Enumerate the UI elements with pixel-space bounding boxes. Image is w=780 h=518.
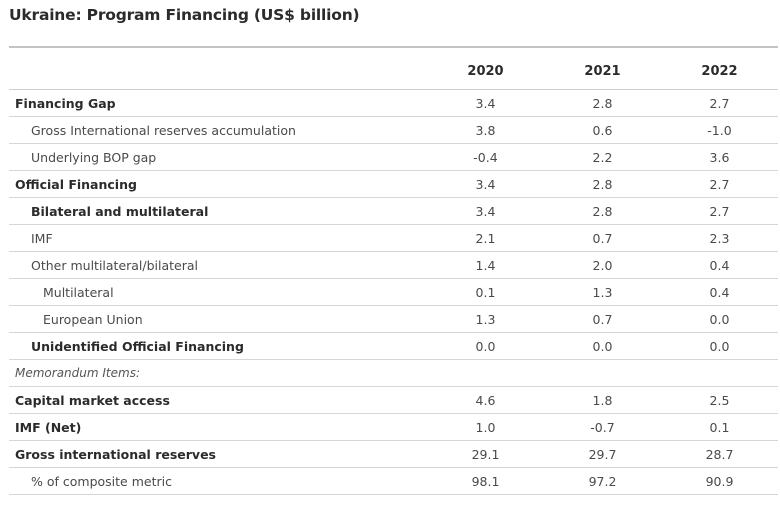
table-row: Gross international reserves 29.1 29.7 2…	[9, 441, 778, 468]
table-row: Multilateral 0.1 1.3 0.4	[9, 279, 778, 306]
table-row: European Union 1.3 0.7 0.0	[9, 306, 778, 333]
financing-table: 2020 2021 2022 Financing Gap 3.4 2.8 2.7…	[9, 46, 778, 495]
table-row: Unidentified Official Financing 0.0 0.0 …	[9, 333, 778, 360]
value-2022: 2.5	[709, 392, 730, 408]
value-2020: 98.1	[471, 473, 500, 489]
value-2022: 2.7	[709, 95, 730, 111]
row-label: Multilateral	[43, 284, 114, 300]
header-year-2022: 2022	[701, 64, 738, 79]
value-2021: 1.3	[592, 284, 613, 300]
value-2020: 0.1	[475, 284, 496, 300]
row-label: Other multilateral/bilateral	[31, 257, 199, 273]
value-2021: 2.2	[592, 149, 613, 165]
table-row: IMF 2.1 0.7 2.3	[9, 225, 778, 252]
value-2020: 1.0	[475, 419, 496, 435]
row-label: Memorandum Items:	[15, 366, 140, 380]
table-row: Bilateral and multilateral 3.4 2.8 2.7	[9, 198, 778, 225]
table-row: Official Financing 3.4 2.8 2.7	[9, 171, 778, 198]
value-2021: 29.7	[588, 446, 617, 462]
value-2021: 2.8	[592, 176, 613, 192]
value-2020: 4.6	[475, 392, 496, 408]
value-2021: 0.7	[592, 230, 613, 246]
row-label: Capital market access	[15, 392, 170, 408]
row-label: Financing Gap	[15, 95, 116, 111]
value-2021: 0.6	[592, 122, 613, 138]
value-2021: 1.8	[592, 392, 613, 408]
value-2022: 0.0	[709, 311, 730, 327]
row-label: Gross international reserves	[15, 446, 216, 462]
table-row: Capital market access 4.6 1.8 2.5	[9, 387, 778, 414]
value-2022: 2.7	[709, 176, 730, 192]
header-year-2021: 2021	[584, 64, 621, 79]
value-2021: -0.7	[590, 419, 615, 435]
table-row: Other multilateral/bilateral 1.4 2.0 0.4	[9, 252, 778, 279]
row-label: European Union	[43, 311, 143, 327]
value-2021: 0.0	[592, 338, 613, 354]
row-label: Bilateral and multilateral	[31, 203, 209, 219]
value-2020: 2.1	[475, 230, 496, 246]
table-row: IMF (Net) 1.0 -0.7 0.1	[9, 414, 778, 441]
value-2022: 0.4	[709, 284, 730, 300]
value-2022: 0.0	[709, 338, 730, 354]
value-2022: 0.1	[709, 419, 730, 435]
table-row: Underlying BOP gap -0.4 2.2 3.6	[9, 144, 778, 171]
value-2021: 97.2	[588, 473, 617, 489]
table-row-memorandum: Memorandum Items:	[9, 360, 778, 387]
row-label: Official Financing	[15, 176, 137, 192]
value-2021: 2.0	[592, 257, 613, 273]
value-2020: 29.1	[471, 446, 500, 462]
table-title: Ukraine: Program Financing (US$ billion)	[9, 6, 360, 24]
value-2022: 28.7	[705, 446, 734, 462]
table-row: Financing Gap 3.4 2.8 2.7	[9, 90, 778, 117]
value-2022: 0.4	[709, 257, 730, 273]
table-row: Gross International reserves accumulatio…	[9, 117, 778, 144]
value-2020: 1.4	[475, 257, 496, 273]
value-2022: 90.9	[705, 473, 734, 489]
row-label: Unidentified Official Financing	[31, 338, 244, 354]
value-2020: 3.4	[475, 203, 496, 219]
value-2020: 0.0	[475, 338, 496, 354]
value-2020: 1.3	[475, 311, 496, 327]
value-2022: -1.0	[707, 122, 732, 138]
table-header-row: 2020 2021 2022	[9, 48, 778, 90]
value-2022: 2.3	[709, 230, 730, 246]
row-label: IMF	[31, 230, 53, 246]
row-label: Underlying BOP gap	[31, 149, 157, 165]
table-row: % of composite metric 98.1 97.2 90.9	[9, 468, 778, 495]
value-2020: 3.8	[475, 122, 496, 138]
row-label: Gross International reserves accumulatio…	[31, 122, 296, 138]
value-2021: 2.8	[592, 95, 613, 111]
top-rule	[9, 46, 778, 48]
header-year-2020: 2020	[467, 64, 504, 79]
value-2020: -0.4	[473, 149, 498, 165]
value-2020: 3.4	[475, 95, 496, 111]
row-label: IMF (Net)	[15, 419, 82, 435]
value-2022: 3.6	[709, 149, 730, 165]
value-2020: 3.4	[475, 176, 496, 192]
row-label: % of composite metric	[31, 473, 172, 489]
value-2021: 0.7	[592, 311, 613, 327]
value-2022: 2.7	[709, 203, 730, 219]
value-2021: 2.8	[592, 203, 613, 219]
